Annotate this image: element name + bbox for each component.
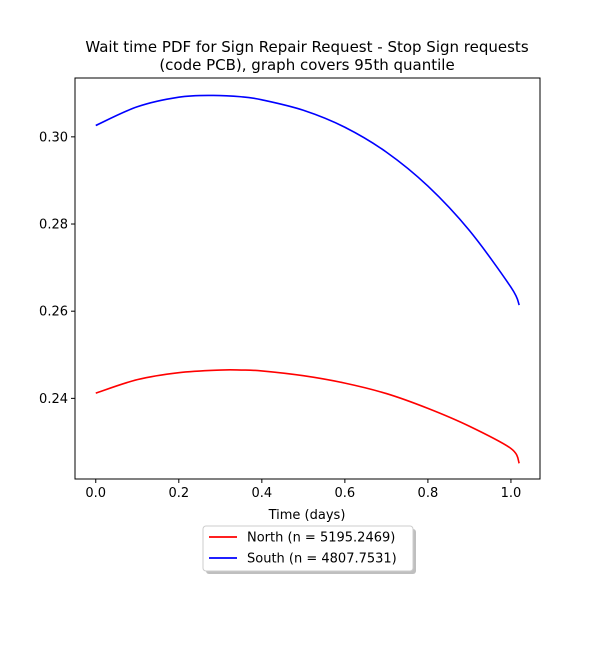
series-line-north [95,369,520,464]
chart-title-line2: (code PCB), graph covers 95th quantile [159,56,454,74]
y-axis: 0.24 0.26 0.28 0.30 [39,130,75,407]
x-tick-label: 0.8 [418,486,439,501]
legend-entries: North (n = 5195.2469) South (n = 4807.753… [209,531,397,567]
x-axis-label: Time (days) [268,508,346,523]
legend: North (n = 5195.2469) South (n = 4807.753… [202,525,416,574]
x-tick-label: 1.0 [501,486,522,501]
series-line-south [95,94,520,306]
plot-area-frame [74,77,541,480]
legend-box [202,525,414,572]
x-tick-label: 0.4 [251,486,272,501]
y-tick-label: 0.24 [39,392,68,407]
x-tick-label: 0.2 [168,486,189,501]
legend-label-north: North (n = 5195.2469) [247,531,395,546]
y-tick-label: 0.28 [39,218,68,233]
chart-title-line1: Wait time PDF for Sign Repair Request - … [85,38,528,56]
legend-label-south: South (n = 4807.7531) [247,552,397,567]
y-tick-label: 0.30 [39,130,68,145]
x-axis: 0.0 0.2 0.4 0.6 0.8 1.0 [85,479,521,501]
y-tick-label: 0.26 [39,305,68,320]
x-tick-label: 0.6 [335,486,356,501]
series-layer [95,94,520,464]
x-tick-label: 0.0 [85,486,106,501]
